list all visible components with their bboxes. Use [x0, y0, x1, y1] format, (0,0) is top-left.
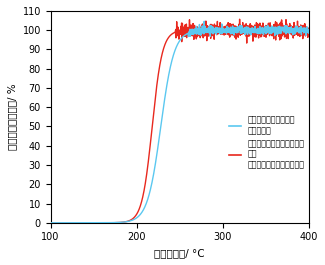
Legend: 白金－パラジウム触媒
（含浸法）, 白金－パラジウムナノ粒子
触媒
（表面ポリオール還元法）: 白金－パラジウム触媒 （含浸法）, 白金－パラジウムナノ粒子 触媒 （表面ポリオ…	[226, 112, 307, 172]
Y-axis label: 炭化水素浄化率　/ %: 炭化水素浄化率 / %	[7, 83, 17, 150]
X-axis label: 反応温度　/ °C: 反応温度 / °C	[154, 248, 205, 258]
